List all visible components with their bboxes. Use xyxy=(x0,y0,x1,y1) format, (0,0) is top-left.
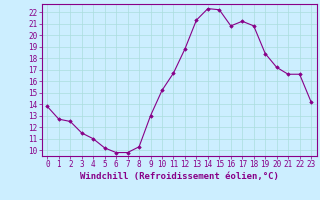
X-axis label: Windchill (Refroidissement éolien,°C): Windchill (Refroidissement éolien,°C) xyxy=(80,172,279,181)
